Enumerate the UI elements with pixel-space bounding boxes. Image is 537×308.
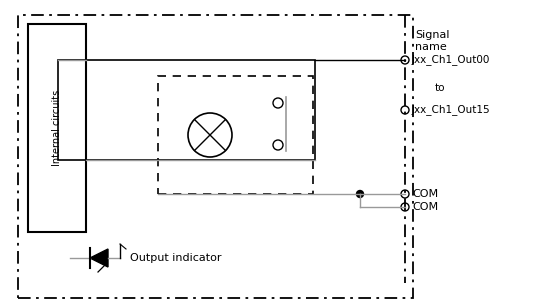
Bar (18, 15, 413, 298)
Circle shape (401, 190, 409, 198)
Circle shape (273, 98, 283, 108)
Circle shape (401, 56, 409, 64)
Text: Signal
name: Signal name (415, 30, 449, 52)
Polygon shape (90, 249, 108, 267)
Circle shape (401, 106, 409, 114)
Circle shape (401, 203, 409, 211)
Text: Output indicator: Output indicator (130, 253, 221, 263)
Circle shape (357, 191, 364, 197)
Bar (28, 24, 86, 232)
Text: COM: COM (412, 189, 438, 199)
Text: COM: COM (412, 202, 438, 212)
Text: Internal circuits: Internal circuits (52, 90, 62, 166)
Text: Jxx_Ch1_Out00: Jxx_Ch1_Out00 (412, 55, 490, 66)
Bar (158, 76, 313, 194)
Text: Jxx_Ch1_Out15: Jxx_Ch1_Out15 (412, 104, 491, 116)
Text: to: to (435, 83, 445, 93)
Bar (58, 60, 315, 160)
Circle shape (273, 140, 283, 150)
